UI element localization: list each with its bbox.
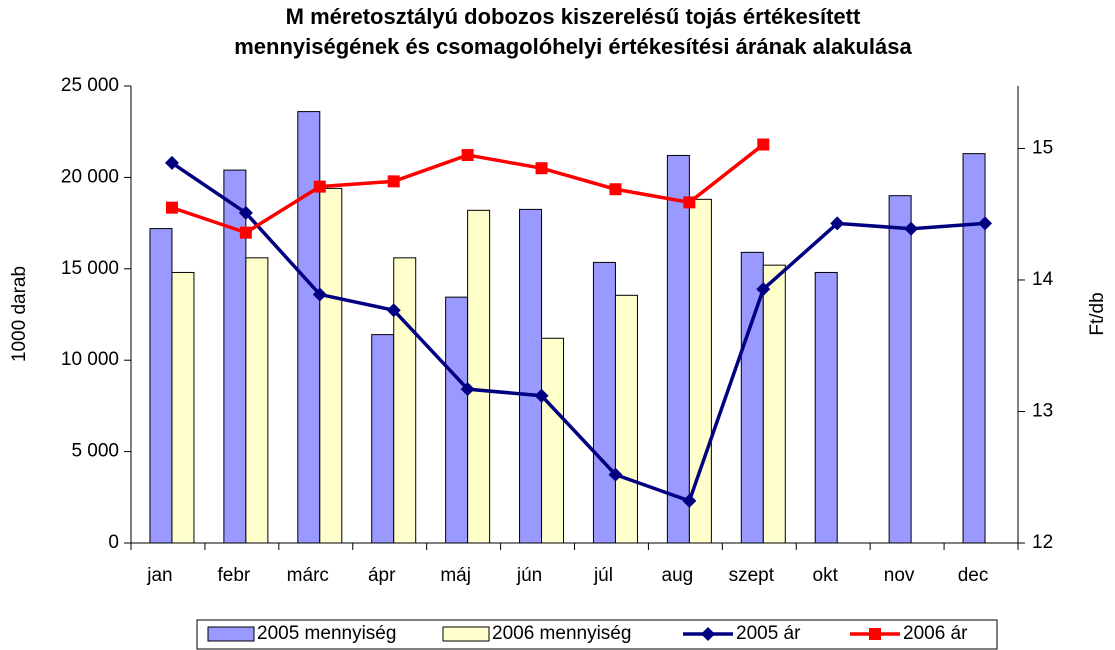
y2-tick-label: 12 bbox=[1032, 532, 1053, 553]
point bbox=[756, 282, 771, 297]
point bbox=[904, 221, 919, 236]
bar bbox=[519, 208, 543, 544]
point bbox=[313, 180, 326, 193]
legend-label: 2005 mennyiség bbox=[257, 623, 396, 644]
y-tick-label: 15 000 bbox=[61, 258, 119, 279]
bar bbox=[888, 195, 912, 544]
y2-tick-label: 15 bbox=[1032, 137, 1053, 158]
chart-title: M méretosztályú dobozos kiszerelésű tojá… bbox=[286, 4, 861, 29]
x-tick-label: jún bbox=[516, 565, 542, 586]
point bbox=[165, 201, 178, 214]
point bbox=[534, 388, 549, 403]
point bbox=[386, 303, 401, 318]
y2-axis-label: Ft/db bbox=[1087, 292, 1108, 335]
legend-label: 2005 ár bbox=[736, 623, 801, 644]
x-tick-label: febr bbox=[218, 565, 251, 586]
point bbox=[164, 155, 179, 170]
bar bbox=[171, 271, 195, 544]
legend-label: 2006 mennyiség bbox=[492, 623, 631, 644]
bar bbox=[445, 296, 469, 544]
point bbox=[609, 183, 622, 196]
point bbox=[461, 149, 474, 162]
x-tick-label: júl bbox=[593, 565, 613, 586]
x-tick-label: ápr bbox=[368, 565, 396, 586]
x-tick-label: márc bbox=[287, 565, 329, 586]
point bbox=[608, 467, 623, 482]
point bbox=[830, 216, 845, 231]
legend-swatch bbox=[207, 626, 255, 642]
y-tick-label: 5 000 bbox=[71, 441, 119, 462]
x-tick-label: jan bbox=[146, 565, 172, 586]
point bbox=[387, 175, 400, 188]
bar bbox=[962, 153, 986, 544]
bar bbox=[149, 228, 173, 544]
point bbox=[682, 493, 697, 508]
y2-tick-label: 13 bbox=[1032, 401, 1053, 422]
legend-label: 2006 ár bbox=[903, 623, 968, 644]
bar bbox=[245, 257, 269, 544]
x-tick-label: nov bbox=[884, 565, 915, 586]
x-tick-label: dec bbox=[958, 565, 989, 586]
bar bbox=[614, 294, 638, 544]
bar bbox=[319, 187, 343, 544]
bar bbox=[814, 271, 838, 544]
bar bbox=[297, 111, 321, 544]
chart-title: mennyiségének és csomagolóhelyi értékesí… bbox=[234, 34, 912, 59]
point bbox=[978, 216, 993, 231]
y-tick-label: 0 bbox=[108, 532, 119, 553]
legend-marker bbox=[869, 628, 881, 640]
y-tick-label: 10 000 bbox=[61, 349, 119, 370]
point bbox=[757, 138, 770, 151]
legend-swatch bbox=[442, 626, 490, 642]
x-tick-label: okt bbox=[813, 565, 839, 586]
bar bbox=[666, 154, 690, 544]
point bbox=[535, 162, 548, 175]
point bbox=[239, 226, 252, 239]
y-axis-label: 1000 darab bbox=[9, 266, 30, 362]
point bbox=[312, 287, 327, 302]
point bbox=[238, 205, 253, 220]
bar bbox=[541, 337, 565, 544]
bar bbox=[762, 264, 786, 544]
bar bbox=[467, 209, 491, 544]
bar bbox=[371, 334, 395, 544]
x-tick-label: aug bbox=[662, 565, 694, 586]
legend-marker bbox=[701, 627, 715, 641]
y-tick-label: 20 000 bbox=[61, 166, 119, 187]
x-tick-label: szept bbox=[729, 565, 775, 586]
y-tick-label: 25 000 bbox=[61, 75, 119, 96]
x-tick-label: máj bbox=[440, 565, 471, 586]
bar bbox=[393, 257, 417, 544]
line bbox=[170, 161, 986, 504]
point bbox=[460, 382, 475, 397]
point bbox=[683, 196, 696, 209]
bar bbox=[592, 261, 616, 544]
y2-tick-label: 14 bbox=[1032, 269, 1054, 290]
